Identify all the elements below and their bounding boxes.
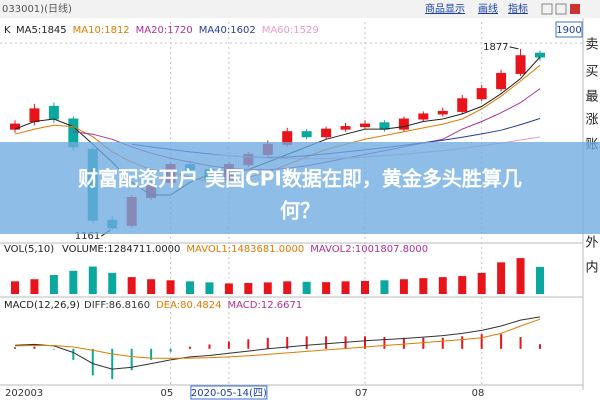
legend-entry: MA40:1602 bbox=[199, 25, 256, 36]
side-tab[interactable]: 卖 bbox=[585, 38, 598, 53]
legend-entry: MAVOL2:1001807.8000 bbox=[310, 244, 428, 255]
volume-bar bbox=[205, 282, 214, 294]
x-tick-label: 05 bbox=[161, 388, 174, 399]
volume-bar bbox=[108, 272, 117, 294]
volume-bar bbox=[477, 272, 486, 294]
side-tab[interactable]: 涨 bbox=[585, 113, 598, 128]
legend-entry: MA60:1529 bbox=[262, 25, 319, 36]
price-box bbox=[555, 21, 583, 38]
x-tick-label: 2020-05-14(四) bbox=[191, 388, 267, 399]
macd-line bbox=[14, 316, 541, 370]
candle-body bbox=[437, 110, 448, 115]
x-tick-label: 202003 bbox=[5, 388, 43, 399]
volume-bar bbox=[536, 266, 544, 294]
x-tick-label: 08 bbox=[472, 388, 485, 399]
legend-entry: MACD:12.6671 bbox=[228, 300, 303, 311]
volume-bar bbox=[399, 279, 408, 294]
candle-body bbox=[457, 98, 468, 112]
volume-bar bbox=[127, 277, 136, 294]
legend-entry: MA5:1845 bbox=[16, 25, 67, 36]
panel-title: MACD(12,26,9) bbox=[4, 300, 80, 311]
candle-body bbox=[515, 55, 526, 74]
candle-body bbox=[29, 108, 40, 123]
x-tick-label: 07 bbox=[355, 388, 368, 399]
y-tick-label: 1900 bbox=[556, 25, 581, 36]
volume-bar bbox=[30, 279, 39, 294]
candle-body bbox=[496, 72, 507, 90]
annotation: 1877 bbox=[483, 42, 508, 53]
candle-body bbox=[321, 128, 332, 138]
volume-bar bbox=[361, 280, 369, 294]
volume-bar bbox=[166, 280, 175, 294]
volume-bar bbox=[302, 281, 311, 294]
overlay: 财富配资开户 美国CPI数据在即，黄金多头胜算几 何？ bbox=[0, 142, 600, 234]
volume-bar bbox=[458, 276, 467, 294]
panel-title: VOL(5,10) bbox=[4, 244, 54, 255]
volume-bar bbox=[69, 270, 78, 294]
menu-link[interactable]: 画线 bbox=[478, 2, 498, 15]
volume-bar bbox=[49, 275, 58, 294]
side-tab[interactable]: 最 bbox=[585, 90, 598, 105]
side-tab[interactable]: 买 bbox=[585, 65, 598, 80]
volume-bar bbox=[380, 280, 389, 294]
volume-bar bbox=[88, 266, 97, 294]
legend-entry: DEA:80.4824 bbox=[156, 300, 221, 311]
candle-body bbox=[10, 123, 20, 130]
volume-bar bbox=[419, 278, 428, 294]
volume-bar bbox=[516, 258, 525, 294]
banner-text[interactable]: 财富配资开户 美国CPI数据在即，黄金多头胜算几 bbox=[78, 167, 522, 191]
side-tab[interactable]: 内 bbox=[585, 260, 598, 276]
banner-text[interactable]: 何？ bbox=[280, 199, 320, 223]
legend-entry: MA20:1720 bbox=[136, 25, 193, 36]
volume-bar bbox=[147, 279, 156, 294]
candle-body bbox=[340, 126, 351, 130]
close-button[interactable] bbox=[570, 4, 580, 14]
banner[interactable] bbox=[0, 142, 600, 234]
volume-bar bbox=[322, 282, 331, 294]
candle-body bbox=[398, 118, 409, 130]
icon-button[interactable] bbox=[541, 3, 553, 15]
volume-bar bbox=[341, 281, 350, 294]
volume-bar bbox=[438, 277, 447, 294]
side-tab[interactable]: 外 bbox=[585, 236, 598, 251]
volume-bar bbox=[283, 281, 292, 294]
candle-body bbox=[476, 88, 487, 100]
candle-body bbox=[418, 113, 429, 120]
plot: 202003 05 2020-05-14(四) 07 08 1900 K MA5:1845 MA… bbox=[0, 21, 583, 400]
annotation: 1161 bbox=[75, 231, 100, 242]
menu-link[interactable]: 指标 bbox=[508, 2, 528, 15]
legend-entry: DIFF:86.8160 bbox=[84, 300, 150, 311]
annotation-arrow bbox=[509, 46, 519, 50]
symbol-code: 033001)(日线) bbox=[2, 2, 72, 15]
candle-body bbox=[535, 52, 545, 58]
panel-title: K bbox=[4, 25, 11, 36]
icon-button[interactable] bbox=[555, 3, 567, 15]
legend-entry: MA10:1812 bbox=[73, 25, 130, 36]
volume-bar bbox=[497, 262, 506, 294]
volume-bar bbox=[224, 283, 233, 294]
macd-line bbox=[14, 318, 541, 359]
legend-entry: VOLUME:1284711.0000 bbox=[62, 244, 180, 255]
volume-bar bbox=[263, 282, 272, 294]
candle-body bbox=[48, 105, 59, 120]
cursor-date-box bbox=[190, 385, 268, 400]
volume-bar bbox=[186, 281, 194, 294]
legend-entry: MAVOL1:1483681.0000 bbox=[186, 244, 304, 255]
toolbar bbox=[0, 0, 600, 18]
volume-bar bbox=[11, 281, 19, 294]
candle-body bbox=[301, 131, 312, 138]
candle-body bbox=[360, 123, 370, 128]
volume-bar bbox=[244, 283, 253, 294]
menu-link[interactable]: 商品显示 bbox=[425, 2, 465, 15]
